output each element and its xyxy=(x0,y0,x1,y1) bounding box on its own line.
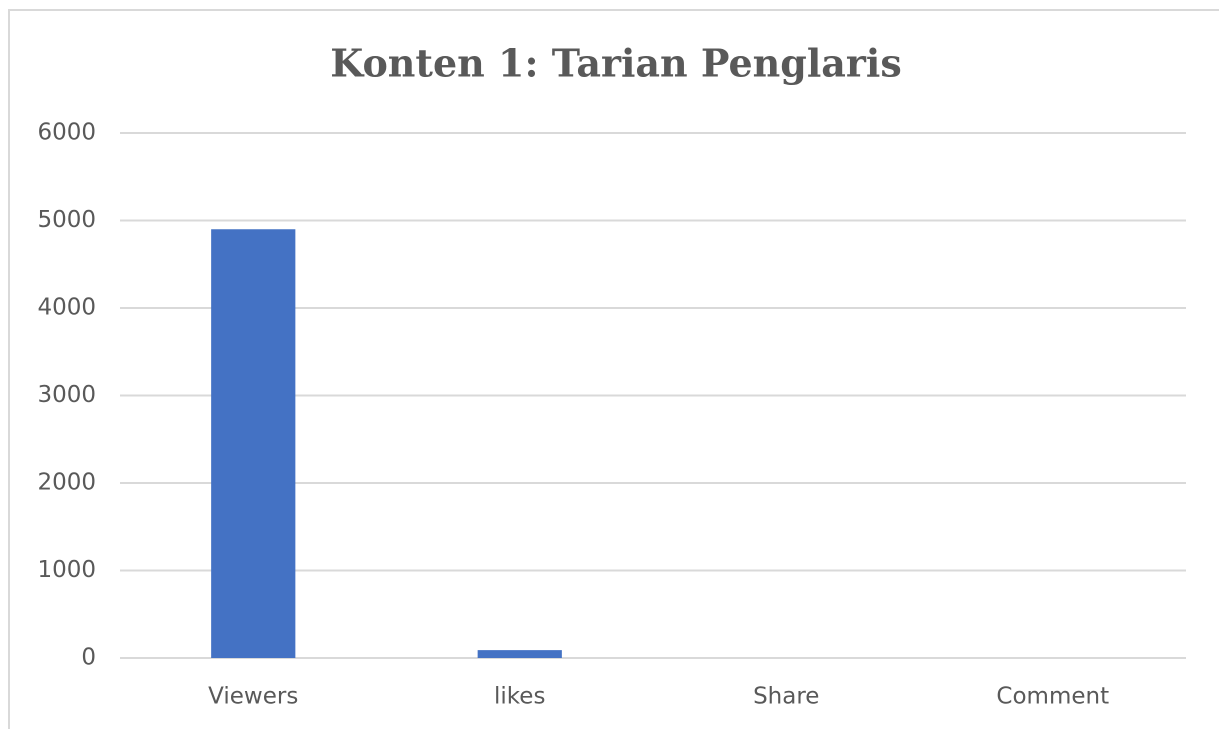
x-tick-label: Share xyxy=(753,684,819,710)
bar xyxy=(477,650,562,658)
x-tick-label: Viewers xyxy=(208,684,298,710)
y-tick-label: 6000 xyxy=(37,120,96,146)
y-tick-label: 4000 xyxy=(37,295,96,321)
chart-frame xyxy=(8,9,1219,729)
y-tick-label: 3000 xyxy=(37,382,96,408)
bar xyxy=(211,229,296,658)
x-tick-label: likes xyxy=(494,684,545,710)
x-tick-label: Comment xyxy=(996,684,1109,710)
y-tick-label: 2000 xyxy=(37,470,96,496)
y-tick-label: 1000 xyxy=(37,557,96,583)
y-tick-label: 5000 xyxy=(37,207,96,233)
chart-title: Konten 1: Tarian Penglaris xyxy=(330,41,901,86)
y-tick-label: 0 xyxy=(81,645,96,671)
